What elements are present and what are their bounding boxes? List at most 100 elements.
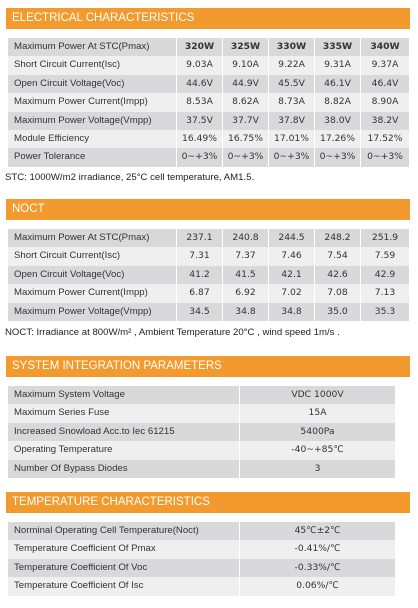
cell-value: 9.31A — [315, 56, 361, 75]
cell-value: 38.0V — [315, 111, 361, 130]
section-header: SYSTEM INTEGRATION PARAMETERS — [6, 356, 410, 377]
cell-value: 35.3 — [361, 302, 410, 321]
cell-value: 42.6 — [315, 265, 361, 285]
cell-value: 325W — [223, 38, 269, 57]
cell-value: 3 — [240, 459, 396, 478]
cell-value: 0~+3% — [269, 148, 315, 167]
cell-value: -0.41%/℃ — [240, 540, 396, 559]
row-label: Maximum Power Voltage(Vmpp) — [8, 302, 177, 321]
row-label: Maximum Series Fuse — [8, 404, 240, 423]
cell-value: 7.13 — [361, 284, 410, 303]
section-header: TEMPERATURE CHARACTERISTICS — [6, 492, 410, 513]
cell-value: 244.5 — [269, 229, 315, 248]
table-row: Open Circuit Voltage(Voc) 41.2 41.5 42.1 42.… — [8, 265, 410, 285]
cell-value: 44.9V — [223, 74, 269, 94]
table-row: Number Of Bypass Diodes 3 — [8, 459, 410, 478]
row-label: Open Circuit Voltage(Voc) — [8, 265, 177, 285]
row-label: Maximum Power At STC(Pmax) — [8, 38, 177, 57]
row-label: Power Tolerance — [8, 148, 177, 167]
cell-value: 6.92 — [223, 284, 269, 303]
table-row: Temperature Coefficient Of Pmax -0.41%/℃ — [8, 540, 410, 559]
cell-value: 237.1 — [177, 229, 223, 248]
spec-table: Maximum Power At STC(Pmax) 237.1 240.8 244.… — [8, 229, 410, 321]
cell-value: 8.62A — [223, 93, 269, 112]
table-row: Increased Snowload Acc.to Iec 61215 5400P… — [8, 422, 410, 442]
cell-value: 7.46 — [269, 247, 315, 266]
cell-value: 6.87 — [177, 284, 223, 303]
cell-value: 5400Pa — [240, 422, 396, 442]
row-label: Temperature Coefficient Of Voc — [8, 558, 240, 578]
cell-value: 0~+3% — [361, 148, 410, 167]
table-row: Maximum Power At STC(Pmax) 237.1 240.8 244.… — [8, 229, 410, 248]
cell-value: 9.03A — [177, 56, 223, 75]
section-header: NOCT — [6, 199, 410, 220]
table-row: Short Circuit Current(Isc) 9.03A 9.10A 9.22… — [8, 56, 410, 75]
cell-value: 7.02 — [269, 284, 315, 303]
table-row: Maximum Power Current(Impp) 8.53A 8.62A 8.7… — [8, 93, 410, 112]
cell-value: 7.37 — [223, 247, 269, 266]
cell-value: 34.5 — [177, 302, 223, 321]
table-row: Maximum Power At STC(Pmax) 320W 325W 330W 33… — [8, 38, 410, 57]
table-row: Maximum System Voltage VDC 1000V — [8, 386, 410, 405]
cell-value: 15A — [240, 404, 396, 423]
row-label: Open Circuit Voltage(Voc) — [8, 74, 177, 94]
cell-value: 248.2 — [315, 229, 361, 248]
cell-value: 8.82A — [315, 93, 361, 112]
footnote: NOCT: Irradiance at 800W/m² , Ambient Te… — [5, 327, 340, 338]
cell-value: 38.2V — [361, 111, 410, 130]
cell-value: 17.52% — [361, 129, 410, 149]
cell-value: 7.31 — [177, 247, 223, 266]
table-row: Short Circuit Current(Isc) 7.31 7.37 7.46 7.… — [8, 247, 410, 266]
cell-value: 16.75% — [223, 129, 269, 149]
table-row: Maximum Power Current(Impp) 6.87 6.92 7.02 7… — [8, 284, 410, 303]
table-row: Open Circuit Voltage(Voc) 44.6V 44.9V 45.5V… — [8, 74, 410, 94]
cell-value: 8.53A — [177, 93, 223, 112]
row-label: Maximum Power Current(Impp) — [8, 93, 177, 112]
cell-value: 330W — [269, 38, 315, 57]
row-label: Temperature Coefficient Of Isc — [8, 577, 240, 596]
spec-table: Norminal Operating Cell Temperature(Noct… — [8, 522, 410, 596]
cell-value: -40~+85℃ — [240, 441, 396, 460]
cell-value: 17.01% — [269, 129, 315, 149]
cell-value: 17.26% — [315, 129, 361, 149]
row-label: Temperature Coefficient Of Pmax — [8, 540, 240, 559]
spec-table: Maximum Power At STC(Pmax) 320W 325W 330W 33… — [8, 38, 410, 167]
row-label: Increased Snowload Acc.to Iec 61215 — [8, 422, 240, 442]
cell-value: 42.1 — [269, 265, 315, 285]
row-label: Short Circuit Current(Isc) — [8, 56, 177, 75]
cell-value: 335W — [315, 38, 361, 57]
row-label: Maximum System Voltage — [8, 386, 240, 405]
cell-value: 41.5 — [223, 265, 269, 285]
row-label: Operating Temperature — [8, 441, 240, 460]
row-label: Maximum Power Voltage(Vmpp) — [8, 111, 177, 130]
cell-value: 0~+3% — [177, 148, 223, 167]
section-header: ELECTRICAL CHARACTERISTICS — [6, 8, 410, 29]
cell-value: 45℃±2℃ — [240, 522, 396, 541]
cell-value: 9.10A — [223, 56, 269, 75]
cell-value: 8.73A — [269, 93, 315, 112]
table-row: Maximum Power Voltage(Vmpp) 37.5V 37.7V 37.… — [8, 111, 410, 130]
cell-value: 46.1V — [315, 74, 361, 94]
cell-value: 0~+3% — [315, 148, 361, 167]
row-label: Number Of Bypass Diodes — [8, 459, 240, 478]
cell-value: 320W — [177, 38, 223, 57]
cell-value: VDC 1000V — [240, 386, 396, 405]
table-row: Maximum Series Fuse 15A — [8, 404, 410, 423]
cell-value: 35.0 — [315, 302, 361, 321]
cell-value: 251.9 — [361, 229, 410, 248]
row-label: Norminal Operating Cell Temperature(Noct… — [8, 522, 240, 541]
table-row: Operating Temperature -40~+85℃ — [8, 441, 410, 460]
cell-value: 240.8 — [223, 229, 269, 248]
footnote: STC: 1000W/m2 irradiance, 25°C cell temp… — [5, 172, 255, 183]
cell-value: 34.8 — [269, 302, 315, 321]
table-row: Maximum Power Voltage(Vmpp) 34.5 34.8 34.8 3… — [8, 302, 410, 321]
cell-value: 44.6V — [177, 74, 223, 94]
cell-value: 0.06%/℃ — [240, 577, 396, 596]
cell-value: 7.59 — [361, 247, 410, 266]
table-row: Temperature Coefficient Of Voc -0.33%/℃ — [8, 558, 410, 578]
cell-value: 16.49% — [177, 129, 223, 149]
row-label: Maximum Power Current(Impp) — [8, 284, 177, 303]
table-row: Power Tolerance 0~+3% 0~+3% 0~+3% 0~+3% 0~+3% — [8, 148, 410, 167]
cell-value: 45.5V — [269, 74, 315, 94]
